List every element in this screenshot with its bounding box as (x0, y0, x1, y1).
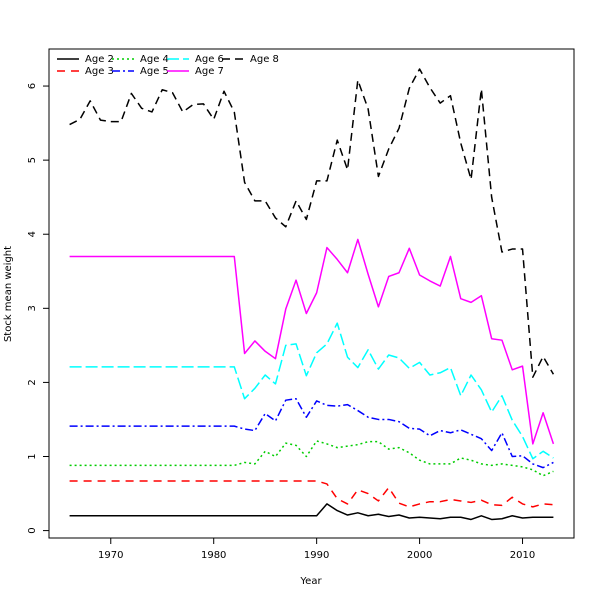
x-axis: 1970 1980 1990 2000 2010 (98, 538, 535, 561)
x-tick-label-1970: 1970 (98, 550, 123, 561)
legend-label-age-6: Age 6 (195, 54, 224, 65)
series-line-age-3 (69, 480, 554, 508)
y-axis-title: Stock mean weight (3, 246, 14, 342)
y-tick-label-1: 1 (27, 453, 38, 459)
legend-label-age-7: Age 7 (195, 66, 224, 77)
y-tick-label-0: 0 (27, 527, 38, 533)
y-tick-label-2: 2 (27, 379, 38, 385)
series-line-age-7 (69, 238, 555, 445)
series-line-age-6 (69, 322, 554, 460)
x-tick-label-2000: 2000 (407, 550, 432, 561)
y-axis: 0 1 2 3 4 5 6 (27, 83, 49, 534)
legend-label-age-8: Age 8 (250, 54, 279, 65)
legend-label-age-3: Age 3 (85, 66, 114, 77)
legend-label-age-5: Age 5 (140, 66, 169, 77)
x-tick-label-2010: 2010 (510, 550, 535, 561)
series-line-age-8 (69, 68, 555, 378)
x-tick-label-1980: 1980 (201, 550, 226, 561)
plot-frame (48, 48, 575, 539)
legend-label-age-2: Age 2 (85, 54, 114, 65)
x-tick-label-1990: 1990 (304, 550, 329, 561)
y-tick-label-6: 6 (27, 83, 38, 89)
x-axis-title: Year (299, 576, 322, 587)
y-tick-label-3: 3 (27, 305, 38, 311)
series-line-age-2 (69, 503, 554, 521)
y-tick-label-4: 4 (27, 231, 38, 237)
series-layer (69, 68, 555, 521)
series-line-age-5 (69, 397, 554, 469)
y-tick-label-5: 5 (27, 157, 38, 163)
series-line-age-4 (69, 440, 554, 477)
legend-label-age-4: Age 4 (140, 54, 169, 65)
